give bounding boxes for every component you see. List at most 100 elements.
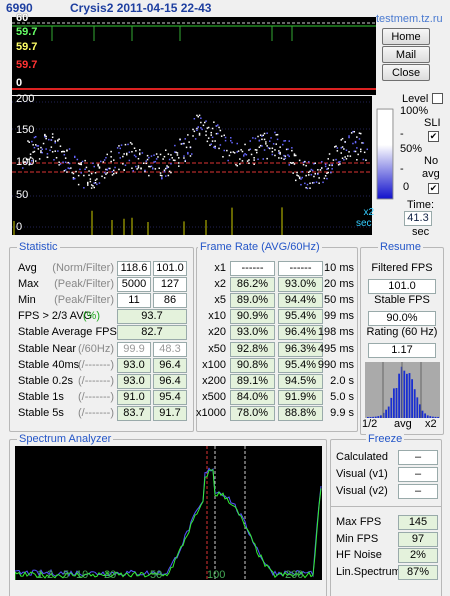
dot: [189, 146, 192, 148]
hist-bar: [380, 415, 382, 418]
hist-bar: [390, 397, 393, 418]
dot: [352, 142, 354, 145]
dot: [309, 182, 311, 185]
button[interactable]: Home: [382, 28, 430, 45]
dot: [194, 138, 197, 140]
dot: [80, 162, 82, 164]
fr-value: 94.4%: [278, 293, 323, 309]
stat-label: Stable 0.2s: [18, 374, 74, 387]
dot: [358, 138, 361, 140]
dot: [211, 140, 214, 142]
app-id: 6990: [6, 1, 33, 15]
dot: [84, 168, 86, 171]
dot: [326, 168, 328, 170]
dot: [46, 156, 49, 159]
freeze-stat-label: HF Noise: [336, 549, 382, 561]
checkbox[interactable]: [432, 93, 443, 104]
resume-value: 101.0: [368, 279, 436, 294]
dot: [153, 161, 155, 163]
dot: [298, 159, 301, 162]
resume-label: Filtered FPS: [371, 262, 433, 274]
dot: [291, 149, 293, 152]
dot: [223, 149, 225, 152]
fr-value: ------: [230, 261, 275, 276]
dot: [318, 182, 320, 184]
dot: [324, 175, 327, 177]
dot: [206, 140, 209, 143]
group-title: Freeze: [366, 433, 405, 445]
dot: [348, 136, 350, 139]
dot: [278, 157, 280, 159]
dot: [68, 167, 71, 170]
dot: [198, 114, 201, 117]
dot: [64, 161, 67, 164]
hist-bar: [413, 389, 416, 418]
stat-value: 82.7: [117, 325, 187, 341]
dot: [352, 130, 354, 133]
dot: [172, 159, 175, 161]
dot: [128, 159, 131, 162]
dot: [210, 131, 212, 134]
dot: [36, 145, 38, 147]
group-box: [9, 439, 327, 596]
button[interactable]: Mail: [382, 46, 430, 63]
dot: [174, 144, 176, 147]
dot: [64, 169, 67, 171]
group-title: Resume: [378, 241, 423, 253]
dot: [57, 150, 59, 152]
dot: [313, 181, 315, 184]
dot: [357, 153, 359, 156]
dot: [244, 143, 246, 146]
dot: [80, 172, 82, 174]
button[interactable]: Close: [382, 64, 430, 81]
dot: [187, 134, 189, 136]
dot: [274, 149, 276, 151]
dot: [224, 139, 227, 142]
dot: [308, 174, 310, 176]
axis-label: 100: [16, 156, 35, 168]
fr-time: 50 ms: [324, 294, 354, 307]
dot: [310, 173, 313, 176]
dot: [324, 163, 327, 165]
dot: [248, 149, 250, 151]
dot: [139, 149, 141, 151]
checkbox[interactable]: ✔: [428, 131, 439, 142]
fr-mult: x200: [202, 374, 226, 387]
dot: [343, 158, 345, 161]
fr-mult: x20: [208, 326, 226, 339]
dot: [230, 137, 232, 139]
dot: [314, 172, 316, 175]
dot: [118, 168, 120, 171]
freeze-label: Visual (v2): [336, 485, 388, 497]
dot: [236, 164, 238, 167]
dot: [167, 153, 170, 155]
dot: [323, 177, 326, 180]
dot: [287, 148, 289, 150]
dot: [287, 154, 289, 156]
dot: [226, 149, 228, 152]
dot: [90, 187, 93, 189]
dot: [168, 158, 171, 161]
dot: [230, 140, 232, 142]
dot: [127, 143, 129, 146]
dot: [219, 129, 222, 132]
fr-value: 96.4%: [278, 325, 323, 341]
dot: [288, 155, 290, 158]
dot: [38, 158, 41, 160]
dot: [163, 169, 166, 171]
hist-bar: [432, 416, 434, 418]
dot: [93, 182, 95, 184]
hist-bar: [398, 373, 400, 418]
dot: [185, 146, 188, 149]
dot: [341, 137, 344, 140]
hist-bar: [408, 373, 411, 418]
dot: [254, 137, 257, 140]
checkbox[interactable]: ✔: [428, 183, 439, 194]
fr-time: 2.0 s: [330, 374, 354, 387]
stat-value: 86: [153, 293, 187, 309]
dot: [291, 147, 293, 149]
dot: [200, 121, 202, 124]
dot: [284, 157, 287, 160]
dot: [344, 156, 346, 158]
dot: [295, 154, 297, 157]
